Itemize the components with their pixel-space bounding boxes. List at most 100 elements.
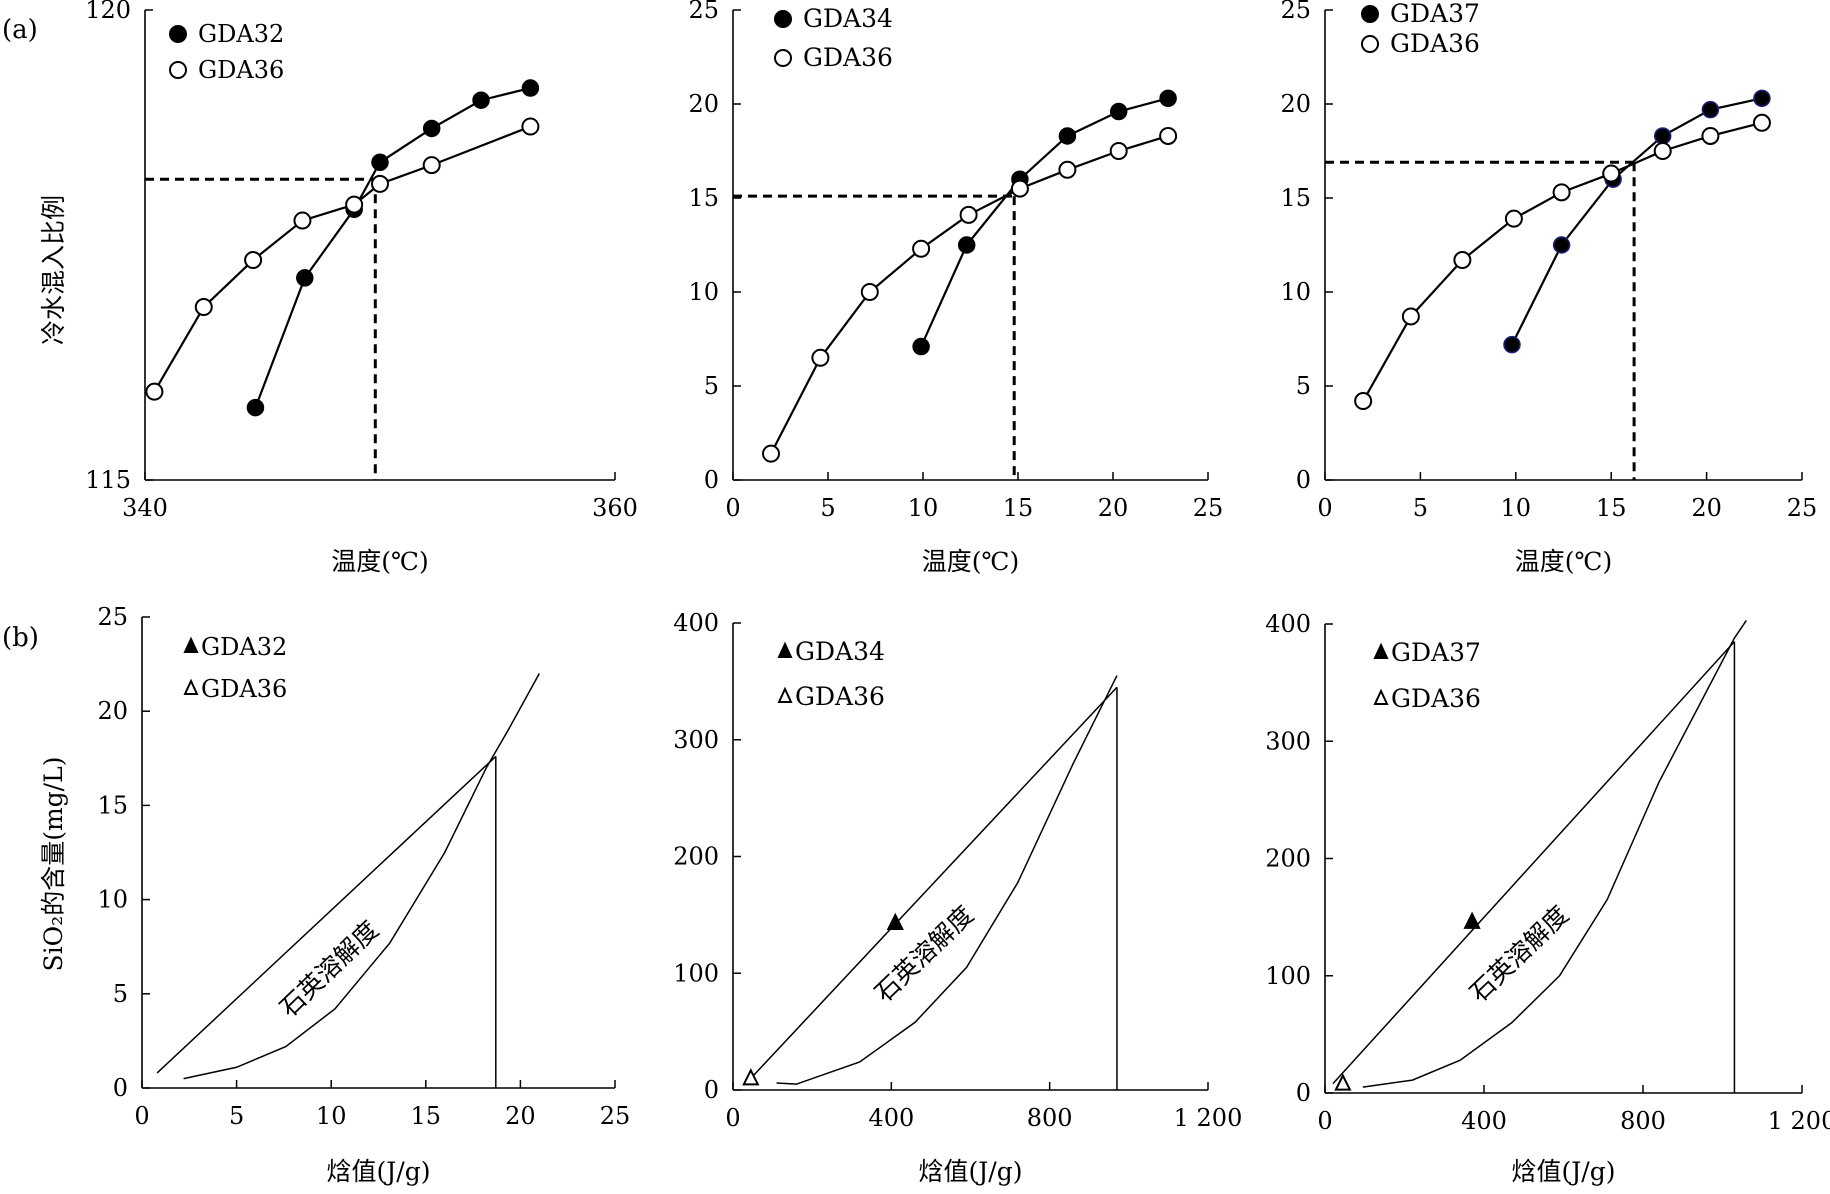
y-tick-label: 15 [1280, 184, 1311, 212]
y-tick-label: 25 [1280, 0, 1311, 24]
y-tick-label: 0 [704, 1076, 719, 1104]
legend-label: GDA36 [201, 675, 287, 703]
open-circle-marker [1453, 251, 1472, 270]
y-tick-label: 300 [673, 726, 719, 754]
filled-circle-marker [912, 337, 930, 356]
x-tick-label: 800 [1027, 1104, 1073, 1132]
legend-marker [1373, 642, 1389, 659]
legend-label: GDA37 [1391, 638, 1481, 667]
x-tick-label: 5 [820, 494, 835, 522]
legend-marker [183, 678, 199, 695]
series-line [1510, 97, 1763, 346]
y-tick-label: 300 [1265, 727, 1311, 755]
y-tick-label: 15 [97, 791, 128, 819]
x-axis-label: 温度(℃) [331, 547, 428, 576]
open-circle-marker [959, 205, 978, 224]
filled-circle-marker [246, 398, 265, 417]
open-circle-marker [1504, 209, 1523, 228]
y-tick-label: 400 [673, 609, 719, 637]
open-circle-marker [1010, 179, 1029, 198]
mixing-line [750, 686, 1118, 1079]
open-circle-marker [1602, 164, 1621, 183]
series-line [1362, 121, 1763, 402]
open-circle-marker [1653, 142, 1672, 160]
y-axis-label: SiO₂的含量(mg/L) [39, 757, 68, 972]
open-circle-marker [860, 283, 879, 301]
open-circle-marker [811, 348, 830, 367]
open-triangle-marker [742, 1068, 760, 1086]
quartz-solubility-label: 石英溶解度 [869, 900, 979, 1008]
x-tick-label: 800 [1620, 1107, 1666, 1135]
y-tick-label: 10 [1280, 278, 1311, 306]
legend-marker [1373, 688, 1389, 705]
series-line [770, 134, 1169, 455]
x-tick-label: 20 [1691, 494, 1722, 522]
legend-label: GDA34 [795, 637, 885, 666]
open-circle-marker [345, 195, 364, 214]
x-tick-label: 25 [1787, 494, 1818, 522]
y-tick-label: 25 [688, 0, 719, 24]
open-circle-marker [1354, 392, 1373, 411]
x-tick-label: 0 [1317, 494, 1332, 522]
y-tick-label: 5 [113, 980, 128, 1008]
legend-label: GDA36 [198, 56, 284, 84]
open-circle-marker [912, 239, 931, 258]
x-axis-label: 焓值(J/g) [327, 1157, 431, 1186]
legend-marker [774, 10, 792, 28]
x-axis-label: 焓值(J/g) [919, 1157, 1023, 1186]
x-tick-label: 0 [1317, 1107, 1332, 1135]
y-tick-label: 10 [688, 278, 719, 306]
x-tick-label: 1 200 [1174, 1104, 1243, 1132]
legend-label: GDA36 [1391, 684, 1481, 713]
mixing-line [156, 755, 497, 1074]
x-tick-label: 0 [725, 1104, 740, 1132]
open-circle-marker [1701, 126, 1720, 145]
x-tick-label: 400 [868, 1104, 914, 1132]
series-line [153, 125, 531, 393]
open-circle-marker [1109, 142, 1128, 160]
x-tick-label: 1 200 [1768, 1107, 1830, 1135]
filled-circle-marker [1653, 127, 1672, 145]
y-axis-label: 冷水混入比例 [39, 195, 68, 345]
solubility-curve [776, 675, 1118, 1085]
open-triangle-marker [1334, 1073, 1352, 1091]
x-tick-label: 25 [600, 1102, 631, 1130]
x-tick-label: 360 [592, 494, 638, 522]
y-tick-label: 15 [688, 184, 719, 212]
y-tick-label: 0 [1296, 466, 1311, 494]
quartz-solubility-label: 石英溶解度 [1464, 900, 1574, 1008]
x-tick-label: 20 [1098, 494, 1129, 522]
chart-a2: 0 5 10 15 20 25 0 5 10 15 20 25 温度(℃) GDA34 GDA36 [688, 0, 1223, 576]
open-circle-marker [1752, 113, 1771, 132]
y-tick-label: 20 [688, 90, 719, 118]
legend-marker [1361, 35, 1379, 53]
open-circle-marker [1058, 160, 1077, 179]
filled-triangle-marker [886, 912, 904, 931]
chart-b2: 0 400 800 1 2000100200300400焓值(J/g)石英溶解度GDA… [673, 609, 1242, 1186]
x-tick-label: 20 [505, 1102, 536, 1130]
chart-a1: 340 360 115 120 温度(℃) 冷水混入比例 GDA32 GDA36 [39, 0, 638, 576]
y-tick-label: 10 [97, 886, 128, 914]
filled-circle-marker [296, 269, 314, 287]
filled-triangle-marker [1463, 911, 1481, 929]
x-tick-label: 25 [1193, 494, 1224, 522]
solubility-curve [183, 673, 540, 1080]
legend-marker [774, 49, 792, 67]
legend-label: GDA37 [1390, 0, 1480, 28]
y-tick-label: 20 [97, 697, 128, 725]
x-tick-label: 400 [1461, 1107, 1507, 1135]
chart-b1: 0 5 10 15 20 25 0 5 10 15 20 25 焓值(J/g) SiO₂的含量(mg/L)… [39, 603, 630, 1186]
legend-marker [169, 61, 187, 79]
filled-circle-marker [1109, 102, 1128, 121]
filled-circle-marker [422, 119, 441, 138]
mixing-line [1332, 641, 1735, 1085]
y-tick-label: 200 [1265, 845, 1311, 873]
open-circle-marker [1552, 183, 1571, 202]
filled-circle-marker [1503, 335, 1521, 354]
open-circle-marker [521, 117, 540, 136]
x-tick-label: 15 [1003, 494, 1034, 522]
y-tick-label: 115 [85, 466, 131, 494]
